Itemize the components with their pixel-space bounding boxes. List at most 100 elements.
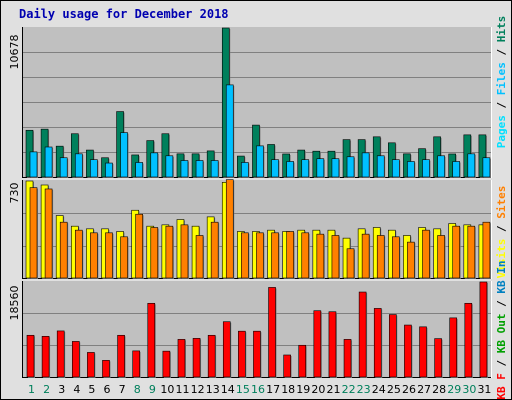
kbf-bar-day-18 xyxy=(283,354,291,378)
kbf-bar-day-1 xyxy=(26,334,35,378)
axis-label-part: / xyxy=(495,219,508,239)
axis-label-kbf: KB F / KB Out / KB In xyxy=(495,260,508,399)
files-bar-day-29 xyxy=(452,161,461,178)
kbf-bar-day-22 xyxy=(343,339,352,378)
sites-bar-day-8 xyxy=(135,213,143,279)
sites-bar-day-5 xyxy=(90,232,98,279)
kbf-bar-day-29 xyxy=(449,317,458,378)
files-bar-day-5 xyxy=(90,159,98,178)
axis-label-part: KB Out xyxy=(495,313,508,353)
kbf-bar-day-9 xyxy=(147,302,156,378)
files-bar-day-18 xyxy=(286,161,294,178)
chart-title: Daily usage for December 2018 xyxy=(19,7,229,21)
day-tick-3: 3 xyxy=(58,383,65,396)
files-bar-day-23 xyxy=(361,152,370,178)
files-bar-day-30 xyxy=(467,153,476,178)
kbf-bar-day-4 xyxy=(71,341,80,378)
day-tick-4: 4 xyxy=(73,383,80,396)
hits-bar-day-10 xyxy=(161,133,170,178)
sites-bar-day-19 xyxy=(301,232,310,279)
kbf-bar-day-11 xyxy=(177,339,186,378)
sites-bar-day-12 xyxy=(195,235,204,279)
sites-bar-day-18 xyxy=(286,231,294,279)
hits-bar-day-31 xyxy=(478,134,487,178)
day-tick-21: 21 xyxy=(326,383,340,396)
files-bar-day-1 xyxy=(29,151,38,178)
axis-label-part: Files xyxy=(495,62,508,95)
day-tick-8: 8 xyxy=(134,383,141,396)
day-tick-27: 27 xyxy=(417,383,431,396)
sites-bar-day-30 xyxy=(467,225,476,279)
kbf-bar-day-10 xyxy=(162,350,171,378)
day-tick-5: 5 xyxy=(88,383,95,396)
sites-bar-day-15 xyxy=(241,232,249,279)
kbf-bar-day-12 xyxy=(192,338,201,378)
kbf-bar-day-31 xyxy=(479,281,488,378)
day-tick-13: 13 xyxy=(206,383,220,396)
sites-bar-day-14 xyxy=(225,179,234,279)
files-bar-day-2 xyxy=(44,146,53,178)
axis-label-visits-sites: Visits / Sites xyxy=(495,186,508,279)
sites-bar-day-31 xyxy=(482,221,491,279)
kbf-bar-day-19 xyxy=(298,344,307,378)
files-bar-day-13 xyxy=(210,160,219,178)
axis-label-part: Sites xyxy=(495,186,508,219)
day-tick-6: 6 xyxy=(104,383,111,396)
files-bar-day-6 xyxy=(105,162,113,178)
kbf-bar-day-20 xyxy=(313,310,322,378)
files-bar-day-27 xyxy=(422,159,430,178)
sites-bar-day-28 xyxy=(437,235,445,279)
day-tick-9: 9 xyxy=(149,383,156,396)
kbf-bar-day-2 xyxy=(41,336,50,378)
files-bar-day-15 xyxy=(241,162,249,178)
kbf-bar-day-23 xyxy=(358,291,367,378)
kbf-bar-day-8 xyxy=(132,350,140,378)
day-tick-12: 12 xyxy=(191,383,205,396)
sites-bar-day-1 xyxy=(29,187,38,279)
sites-bar-day-22 xyxy=(346,248,355,279)
files-bar-day-28 xyxy=(437,155,445,178)
axis-label-part: / xyxy=(495,42,508,62)
files-bar-day-19 xyxy=(301,159,310,178)
day-tick-24: 24 xyxy=(372,383,386,396)
day-tick-1: 1 xyxy=(28,383,35,396)
day-tick-11: 11 xyxy=(176,383,190,396)
kbf-bar-day-27 xyxy=(419,326,427,378)
sites-bar-day-25 xyxy=(392,236,400,279)
day-tick-20: 20 xyxy=(311,383,325,396)
chart-bars xyxy=(25,27,491,378)
axis-label-part: KB F xyxy=(495,373,508,400)
kbf-bar-day-21 xyxy=(328,311,337,378)
day-tick-10: 10 xyxy=(160,383,174,396)
axis-label-part: / xyxy=(495,353,508,373)
kbf-bar-day-5 xyxy=(87,352,95,378)
day-tick-26: 26 xyxy=(402,383,416,396)
sites-bar-day-9 xyxy=(150,227,159,279)
sites-bar-day-2 xyxy=(44,188,53,279)
day-tick-23: 23 xyxy=(357,383,371,396)
kbf-bar-day-30 xyxy=(464,302,473,378)
day-tick-25: 25 xyxy=(387,383,401,396)
files-bar-day-9 xyxy=(150,152,159,178)
files-bar-day-31 xyxy=(482,157,491,178)
axis-label-part: / xyxy=(495,294,508,314)
chart-panels xyxy=(22,27,492,378)
files-bar-day-17 xyxy=(271,159,279,178)
files-bar-day-14 xyxy=(225,84,234,178)
kbf-bar-day-25 xyxy=(389,314,397,378)
axis-label-hits-files-pages: Pages / Files / Hits xyxy=(495,16,508,149)
sites-bar-day-16 xyxy=(256,232,264,279)
sites-bar-day-4 xyxy=(74,229,83,279)
files-bar-day-22 xyxy=(346,156,355,178)
day-tick-labels: 1 2 3 4 5 6 7 8 9 10 11 12 13 14 15 16 17 18 19 20 21 22 23 24 2… xyxy=(28,383,491,396)
files-bar-day-10 xyxy=(165,155,174,178)
kbf-bar-day-16 xyxy=(253,330,261,378)
day-tick-31: 31 xyxy=(477,383,491,396)
day-tick-29: 29 xyxy=(447,383,461,396)
files-bar-day-7 xyxy=(120,132,128,178)
scale-label-hits-files-pages: 10678 xyxy=(8,35,21,70)
day-tick-28: 28 xyxy=(432,383,446,396)
kbf-bar-day-28 xyxy=(434,338,442,378)
